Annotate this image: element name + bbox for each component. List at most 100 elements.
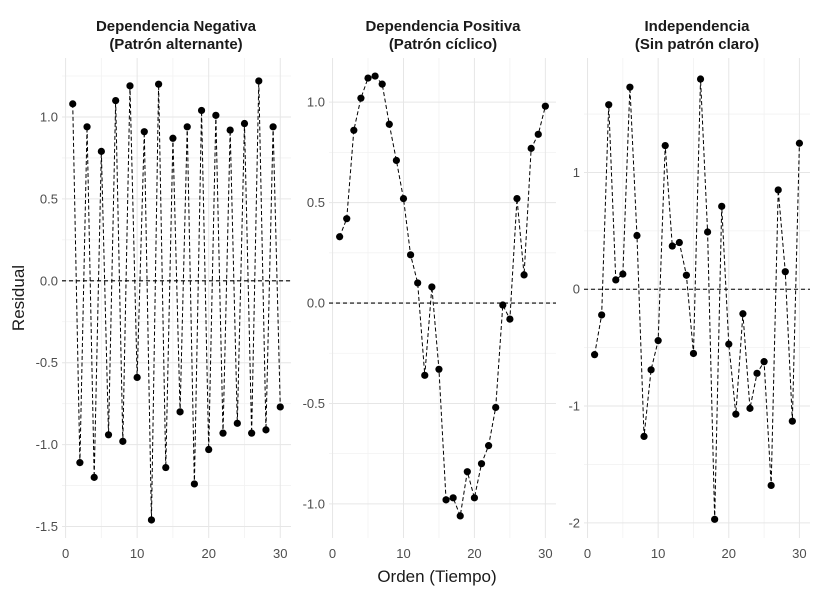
- data-point: [541, 102, 549, 110]
- y-tick-label: -0.5: [303, 396, 325, 411]
- data-point: [449, 494, 457, 502]
- y-tick-label: 1.0: [307, 95, 325, 110]
- y-tick-label: 0.0: [40, 273, 58, 288]
- data-point: [414, 279, 422, 287]
- data-point: [147, 516, 156, 524]
- data-point: [350, 126, 358, 134]
- series-line: [339, 75, 546, 518]
- data-point: [140, 128, 148, 136]
- data-point: [357, 94, 365, 102]
- x-tick-label: 20: [467, 546, 481, 561]
- data-point: [212, 111, 220, 119]
- data-point: [119, 437, 127, 445]
- panel-title-line2: (Patrón cíclico): [389, 36, 497, 53]
- data-point: [385, 120, 393, 128]
- data-point: [470, 494, 479, 502]
- data-point: [767, 481, 775, 490]
- x-tick-label: 30: [273, 546, 287, 561]
- y-tick-label: -1.0: [36, 437, 58, 452]
- data-point: [633, 231, 641, 240]
- y-tick-label: -1: [568, 399, 580, 414]
- data-point: [392, 156, 400, 165]
- x-tick-label: 10: [396, 546, 410, 561]
- data-point: [675, 238, 683, 247]
- data-point: [492, 403, 500, 412]
- y-tick-label: 0: [573, 282, 580, 297]
- data-point: [703, 228, 712, 236]
- data-point: [112, 96, 120, 105]
- x-tick-label: 10: [651, 546, 665, 561]
- data-point: [781, 268, 789, 276]
- data-point: [162, 463, 170, 472]
- data-point: [774, 186, 782, 194]
- data-point: [248, 429, 256, 437]
- data-point: [219, 429, 227, 437]
- data-point: [343, 215, 351, 223]
- data-point: [760, 358, 768, 366]
- data-point: [520, 271, 528, 279]
- x-tick-label: 30: [538, 546, 552, 561]
- data-point: [197, 106, 206, 115]
- data-point: [647, 366, 655, 374]
- y-tick-label: -2: [568, 515, 580, 530]
- data-point: [190, 480, 198, 488]
- x-tick-label: 20: [201, 546, 215, 561]
- data-point: [654, 337, 662, 345]
- data-point: [598, 311, 606, 319]
- data-point: [262, 426, 270, 434]
- data-point: [527, 144, 535, 152]
- data-point: [485, 442, 493, 450]
- data-point: [255, 77, 263, 85]
- data-point: [696, 75, 705, 83]
- data-point: [233, 419, 241, 427]
- data-point: [711, 515, 719, 523]
- y-tick-label: 0.0: [307, 296, 325, 311]
- x-tick-label: 20: [722, 546, 736, 561]
- y-tick-label: 1.0: [40, 109, 58, 124]
- data-point: [69, 100, 77, 108]
- data-point: [269, 123, 277, 131]
- data-point: [76, 459, 84, 467]
- y-axis-title: Residual: [9, 265, 28, 331]
- data-point: [732, 410, 740, 418]
- data-point: [640, 432, 648, 440]
- data-point: [788, 417, 796, 425]
- data-point: [364, 74, 372, 82]
- x-tick-label: 0: [329, 546, 336, 561]
- data-point: [746, 404, 754, 412]
- panel-independencia: Independencia (Sin patrón claro) 0 10 20 30…: [568, 18, 810, 561]
- data-point: [590, 351, 599, 359]
- y-tick-label: -1.5: [36, 519, 58, 534]
- data-point: [506, 315, 514, 323]
- data-point: [513, 194, 521, 203]
- data-point: [240, 119, 249, 128]
- data-point: [442, 496, 450, 504]
- panel-dependencia-positiva: Dependencia Positiva (Patrón cíclico) 0 1…: [303, 18, 556, 561]
- data-point: [435, 365, 443, 373]
- data-point: [753, 369, 761, 377]
- data-point: [739, 310, 747, 318]
- x-tick-label: 0: [584, 546, 591, 561]
- y-tick-label: -1.0: [303, 496, 325, 511]
- data-point: [463, 468, 471, 476]
- data-point: [725, 340, 733, 348]
- data-point: [378, 80, 386, 88]
- panel-title-line1: Dependencia Negativa: [96, 18, 257, 35]
- series-line: [594, 78, 800, 520]
- data-point: [371, 72, 379, 80]
- panel-dependencia-negativa: Dependencia Negativa (Patrón alternante)…: [36, 18, 291, 561]
- y-tick-label: 0.5: [40, 191, 58, 206]
- data-point: [276, 403, 284, 411]
- panel-title-line2: (Patrón alternante): [109, 36, 242, 53]
- data-point: [336, 233, 344, 241]
- data-point: [689, 349, 698, 358]
- x-tick-label: 10: [130, 546, 144, 561]
- data-point: [619, 270, 627, 278]
- data-point: [183, 123, 191, 131]
- data-point: [668, 242, 676, 250]
- data-point: [718, 202, 726, 210]
- data-point: [104, 431, 113, 439]
- panel-title-line2: (Sin patrón claro): [635, 36, 759, 53]
- x-axis-title: Orden (Tiempo): [377, 567, 496, 586]
